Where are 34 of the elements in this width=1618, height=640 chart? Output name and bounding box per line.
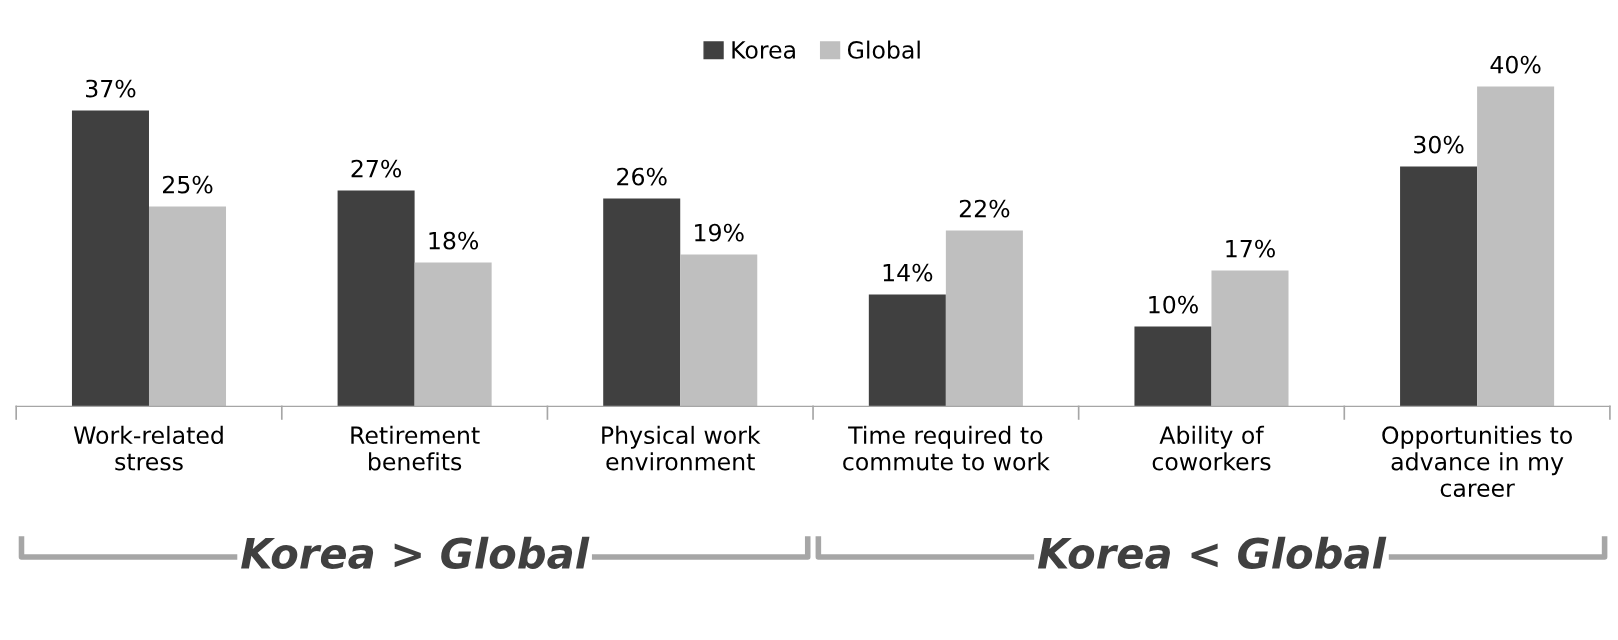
data-label: 18% <box>429 231 479 250</box>
data-label: 37% <box>86 79 136 98</box>
bar <box>1211 270 1289 407</box>
data-label: 14% <box>883 263 933 282</box>
x-tick-label: Time required to commute to work <box>843 425 1050 471</box>
x-tick-label: Physical work environment <box>602 425 761 471</box>
x-tick-label: Opportunities to advance in my career <box>1382 425 1572 497</box>
bar <box>414 262 492 407</box>
bar <box>71 110 149 407</box>
bar <box>1400 166 1478 407</box>
bar <box>680 254 758 407</box>
bar <box>945 230 1023 407</box>
bar <box>337 190 415 407</box>
text: Korea > Global <box>241 536 590 570</box>
legend-label: Global <box>847 40 920 59</box>
text: Korea < Global <box>1037 536 1387 570</box>
bar <box>1134 326 1212 407</box>
bar <box>148 206 227 407</box>
legend-label: Korea <box>732 41 795 59</box>
data-label: 25% <box>163 175 213 194</box>
data-label: 22% <box>959 199 1010 218</box>
x-tick-label: Work-related stress <box>73 425 223 471</box>
data-label: 19% <box>695 223 744 242</box>
data-label: 17% <box>1226 239 1275 258</box>
data-label: 40% <box>1490 55 1541 74</box>
bar <box>603 198 681 407</box>
data-label: 30% <box>1414 135 1464 154</box>
bar <box>868 294 946 407</box>
data-label: 27% <box>351 159 402 178</box>
x-tick-label: Retirement benefits <box>351 425 480 471</box>
data-label: 26% <box>617 167 667 186</box>
data-label: 10% <box>1149 295 1198 314</box>
x-tick-label: Ability of coworkers <box>1152 425 1271 471</box>
bar <box>1477 86 1555 407</box>
